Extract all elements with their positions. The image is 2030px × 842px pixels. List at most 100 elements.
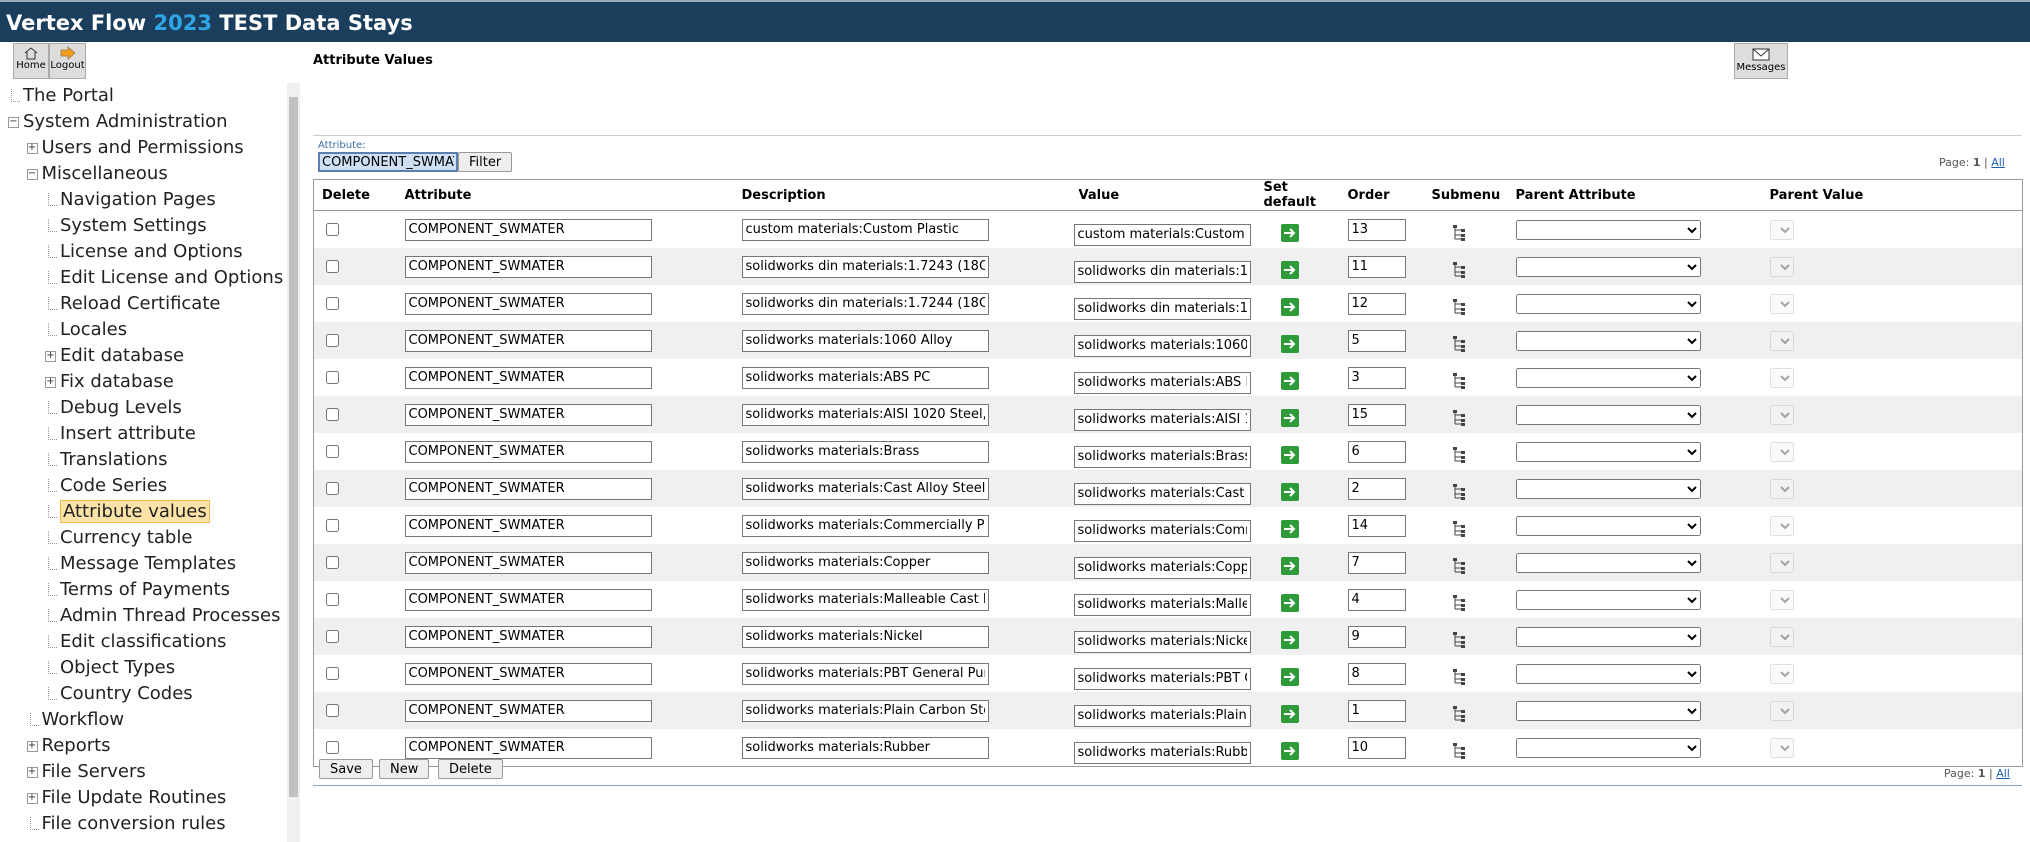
attribute-input[interactable]	[404, 625, 652, 648]
tree-label[interactable]: Translations	[60, 449, 168, 470]
tree-label[interactable]: Edit database	[60, 345, 185, 366]
tree-item[interactable]: Object Types	[48, 655, 176, 681]
set-default-button[interactable]	[1280, 556, 1299, 579]
set-default-button[interactable]	[1280, 371, 1299, 394]
value-input[interactable]	[1073, 519, 1251, 542]
set-default-button[interactable]	[1280, 260, 1299, 283]
order-input[interactable]	[1347, 255, 1406, 278]
set-default-button[interactable]	[1280, 223, 1299, 246]
description-input[interactable]	[741, 551, 989, 574]
attribute-input[interactable]	[404, 255, 652, 278]
tree-item[interactable]: Message Templates	[48, 551, 236, 577]
tree-item[interactable]: File Servers +	[26, 759, 146, 785]
submenu-button[interactable]	[1452, 298, 1466, 319]
tree-item[interactable]: File Update Routines +	[26, 785, 227, 811]
filter-input[interactable]	[318, 152, 458, 172]
tree-label[interactable]: Reload Certificate	[60, 293, 221, 314]
parent-attribute-select[interactable]	[1515, 737, 1701, 758]
tree-item[interactable]: System Administration −	[8, 109, 228, 135]
tree-toggle[interactable]: +	[45, 350, 56, 362]
submenu-button[interactable]	[1452, 335, 1466, 356]
tree-label[interactable]: Reports	[41, 735, 111, 756]
tree-item[interactable]: System Settings	[48, 213, 207, 239]
submenu-button[interactable]	[1452, 705, 1466, 726]
tree-label[interactable]: Miscellaneous	[41, 163, 168, 184]
home-button[interactable]: Home	[13, 43, 49, 79]
tree-label[interactable]: System Administration	[23, 111, 228, 132]
parent-attribute-select[interactable]	[1515, 478, 1701, 499]
delete-checkbox[interactable]	[326, 629, 339, 643]
tree-item[interactable]: Country Codes	[48, 681, 193, 707]
tree-label[interactable]: Edit License and Options	[60, 267, 284, 288]
parent-attribute-select[interactable]	[1515, 552, 1701, 573]
description-input[interactable]	[741, 366, 989, 389]
tree-label[interactable]: Insert attribute	[60, 423, 196, 444]
description-input[interactable]	[741, 292, 989, 315]
tree-label[interactable]: Fix database	[60, 371, 174, 392]
save-button[interactable]: Save	[319, 759, 373, 779]
set-default-button[interactable]	[1280, 667, 1299, 690]
set-default-button[interactable]	[1280, 704, 1299, 727]
submenu-button[interactable]	[1452, 594, 1466, 615]
tree-label[interactable]: Users and Permissions	[41, 137, 244, 158]
tree-item[interactable]: Edit classifications	[48, 629, 226, 655]
description-input[interactable]	[741, 255, 989, 278]
tree-item[interactable]: Insert attribute	[48, 421, 196, 447]
tree-label[interactable]: Object Types	[60, 657, 176, 678]
tree-item[interactable]: Reports +	[26, 733, 111, 759]
delete-checkbox[interactable]	[326, 481, 339, 495]
tree-item[interactable]: Admin Thread Processes	[48, 603, 280, 629]
submenu-button[interactable]	[1452, 742, 1466, 763]
value-input[interactable]	[1073, 408, 1251, 431]
tree-item[interactable]: License and Options	[48, 239, 243, 265]
order-input[interactable]	[1347, 440, 1406, 463]
attribute-input[interactable]	[404, 699, 652, 722]
tree-item[interactable]: Miscellaneous −	[26, 161, 168, 187]
tree-toggle[interactable]: −	[26, 168, 38, 180]
tree-label[interactable]: System Settings	[60, 215, 207, 236]
value-input[interactable]	[1073, 630, 1251, 653]
submenu-button[interactable]	[1452, 483, 1466, 504]
parent-attribute-select[interactable]	[1515, 441, 1701, 462]
attribute-input[interactable]	[404, 403, 652, 426]
description-input[interactable]	[741, 514, 989, 537]
tree-label[interactable]: Debug Levels	[60, 397, 182, 418]
attribute-input[interactable]	[404, 514, 652, 537]
parent-attribute-select[interactable]	[1515, 663, 1701, 684]
attribute-input[interactable]	[404, 736, 652, 759]
tree-item[interactable]: Debug Levels	[48, 395, 182, 421]
description-input[interactable]	[741, 329, 989, 352]
submenu-button[interactable]	[1452, 372, 1466, 393]
delete-checkbox[interactable]	[326, 555, 339, 569]
set-default-button[interactable]	[1280, 445, 1299, 468]
parent-attribute-select[interactable]	[1515, 367, 1701, 388]
delete-checkbox[interactable]	[326, 222, 339, 236]
description-input[interactable]	[741, 477, 989, 500]
set-default-button[interactable]	[1280, 334, 1299, 357]
tree-label[interactable]: Code Series	[60, 475, 168, 496]
submenu-button[interactable]	[1452, 446, 1466, 467]
tree-item[interactable]: Edit database +	[45, 343, 185, 369]
order-input[interactable]	[1347, 218, 1406, 241]
tree-toggle[interactable]: +	[26, 740, 38, 752]
order-input[interactable]	[1347, 292, 1406, 315]
new-button[interactable]: New	[379, 759, 430, 779]
parent-attribute-select[interactable]	[1515, 293, 1701, 314]
set-default-button[interactable]	[1280, 741, 1299, 764]
attribute-input[interactable]	[404, 662, 652, 685]
description-input[interactable]	[741, 662, 989, 685]
attribute-input[interactable]	[404, 477, 652, 500]
tree-label[interactable]: File conversion rules	[41, 813, 226, 834]
tree-label[interactable]: File Update Routines	[41, 787, 227, 808]
set-default-button[interactable]	[1280, 519, 1299, 542]
attribute-input[interactable]	[404, 292, 652, 315]
tree-item[interactable]: Navigation Pages	[48, 187, 216, 213]
value-input[interactable]	[1073, 741, 1251, 764]
tree-item[interactable]: The Portal	[11, 83, 114, 109]
set-default-button[interactable]	[1280, 630, 1299, 653]
tree-item[interactable]: Users and Permissions +	[26, 135, 244, 161]
page-current[interactable]: 1	[1977, 767, 1986, 780]
order-input[interactable]	[1347, 403, 1406, 426]
description-input[interactable]	[741, 588, 989, 611]
submenu-button[interactable]	[1452, 668, 1466, 689]
